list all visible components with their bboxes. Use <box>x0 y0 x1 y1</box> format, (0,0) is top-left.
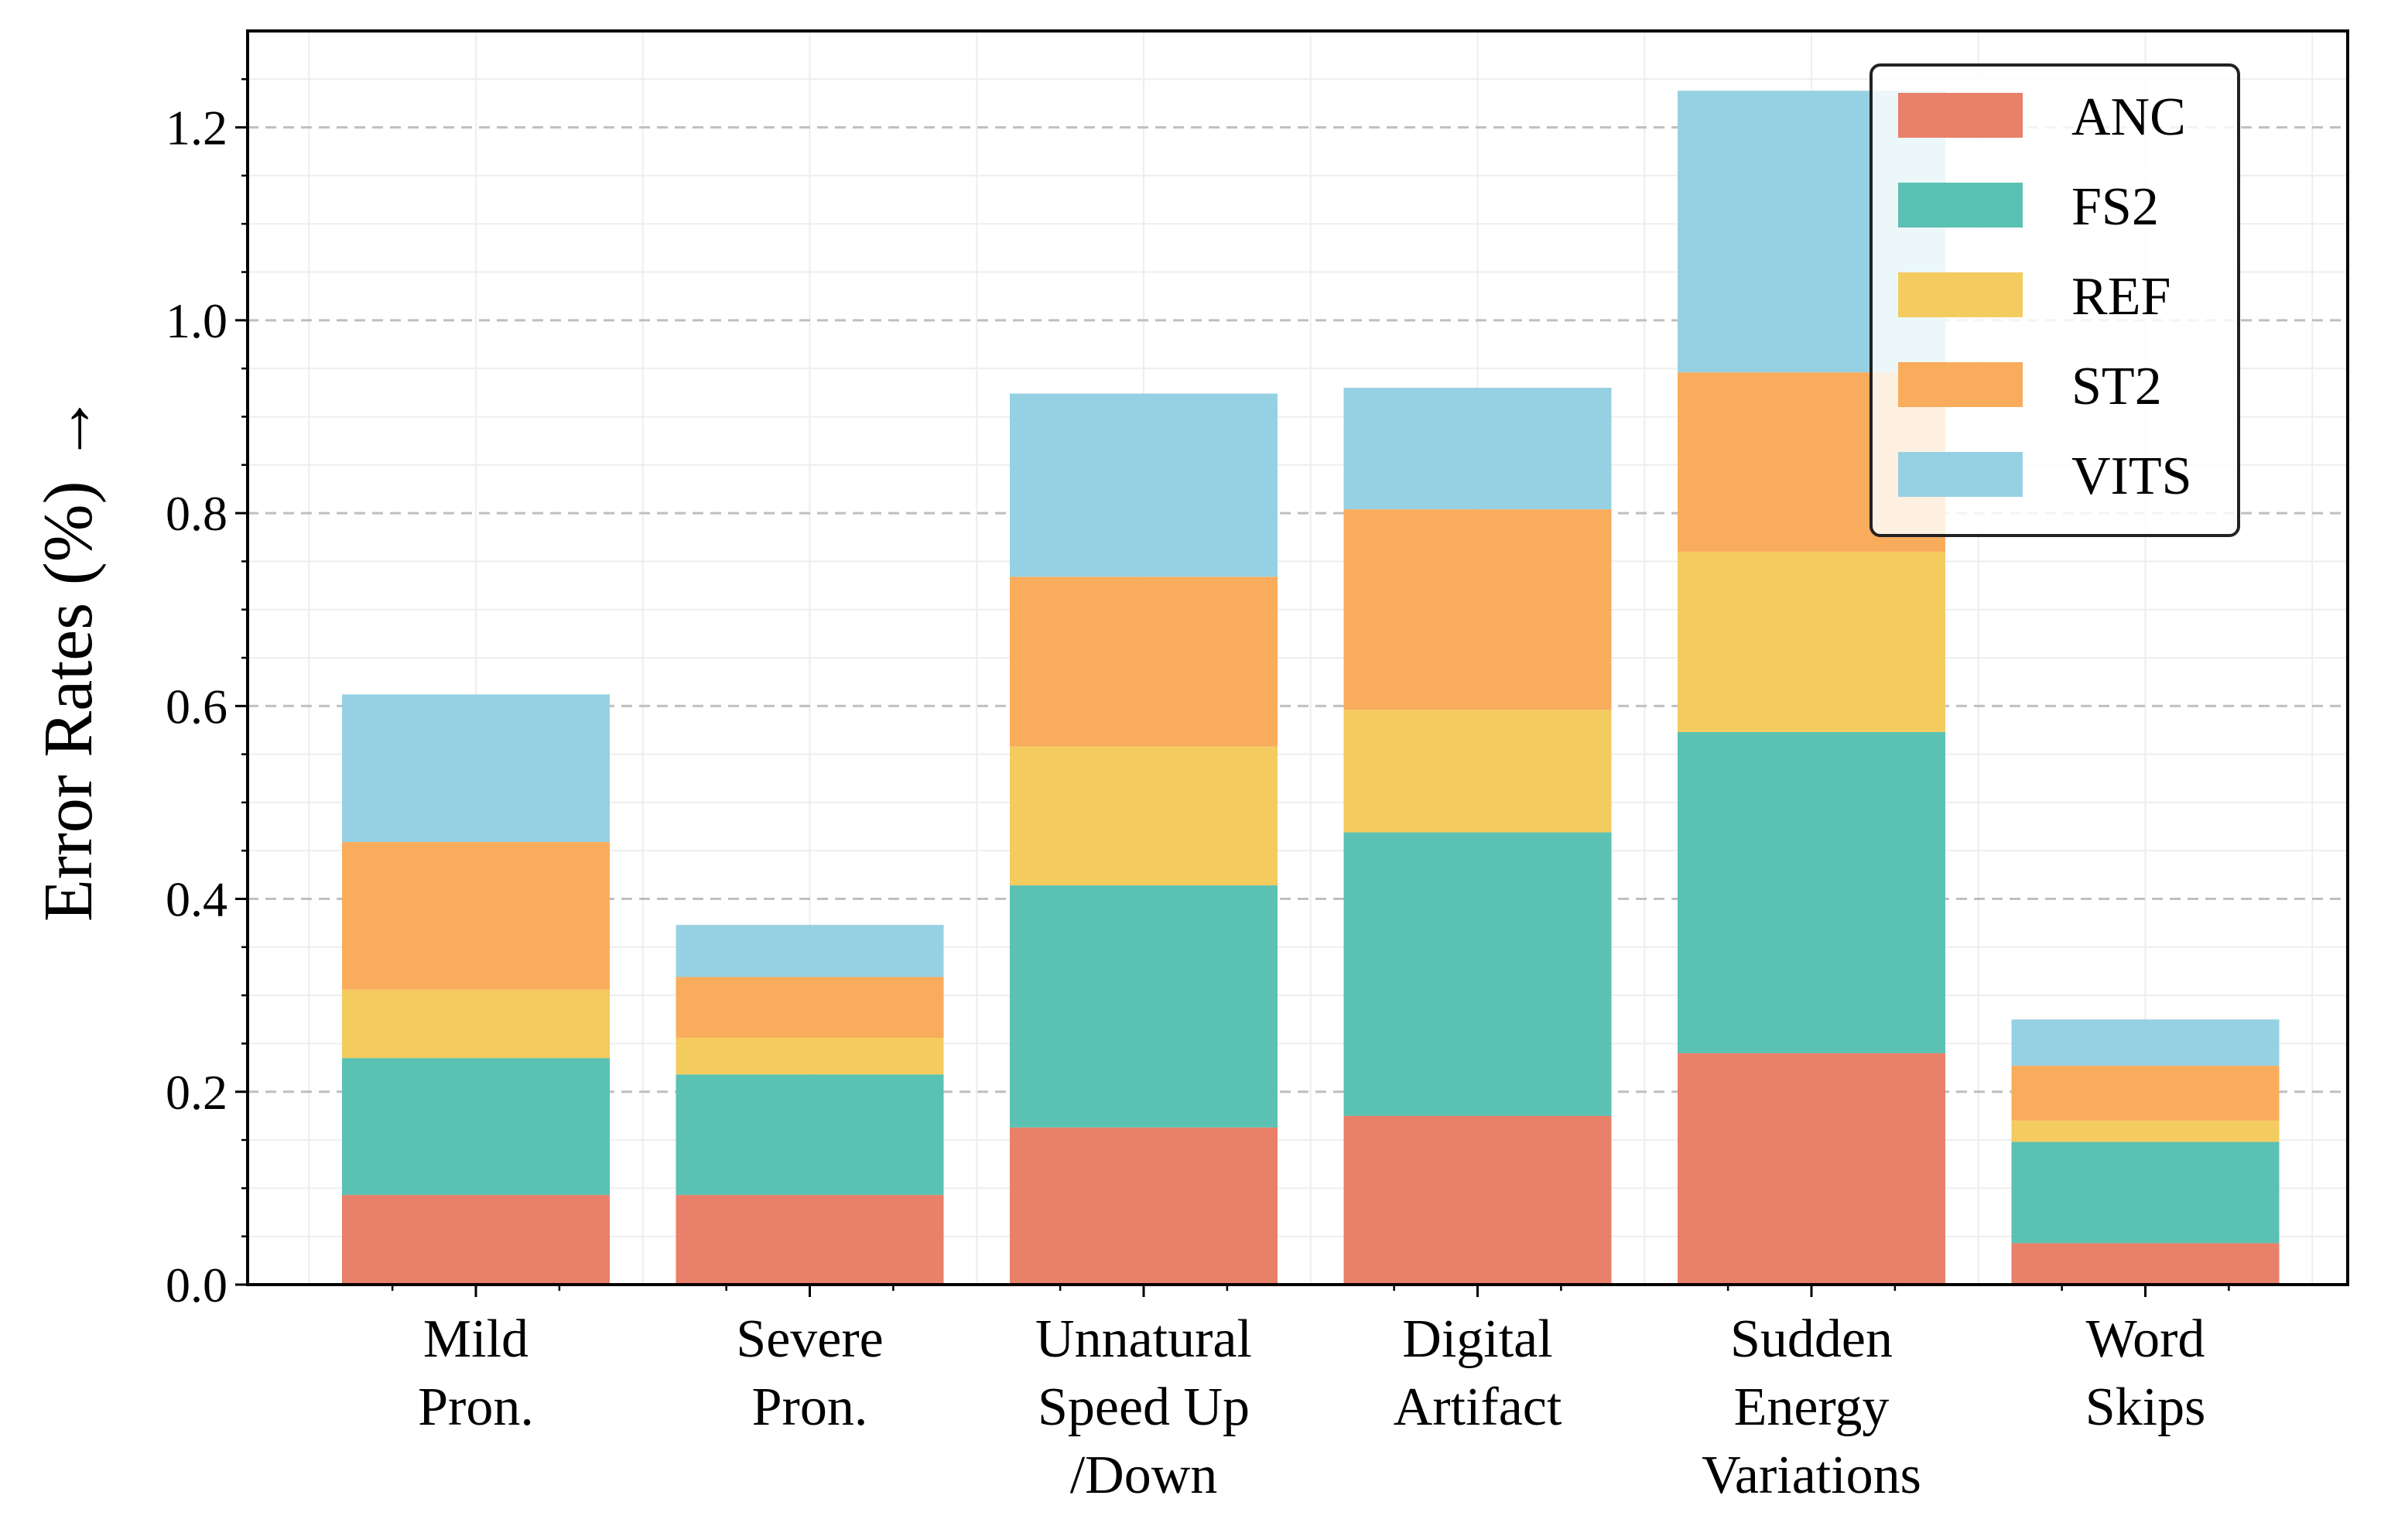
x-tick-labels: Mild Pron. Severe Pron. Unnatural Speed Up/Do… <box>418 1309 2205 1505</box>
x-tick-label-line: Digital <box>1402 1309 1552 1369</box>
x-tick-label-line: /Down <box>1070 1446 1218 1505</box>
bar-segment-fs2 <box>676 1074 944 1196</box>
bar-segment-st2 <box>676 977 944 1038</box>
bar-segment-ref <box>2011 1121 2280 1142</box>
y-axis-label: Error Rates (%) → <box>30 394 107 922</box>
bar-segment-fs2 <box>342 1058 610 1196</box>
bar-segment-vits <box>1343 388 1612 510</box>
bar-segment-vits <box>2011 1019 2280 1066</box>
bar-segment-st2 <box>1343 509 1612 710</box>
legend-swatch-anc <box>1898 93 2023 138</box>
y-tick-labels: 0.0 0.2 0.4 0.6 0.8 1.0 1.2 <box>166 101 227 1312</box>
bar-segment-fs2 <box>1678 731 1945 1053</box>
bar-segment-fs2 <box>2011 1141 2280 1244</box>
legend-swatch-ref <box>1898 272 2023 317</box>
bar-segment-fs2 <box>1343 832 1612 1116</box>
bar-segment-anc <box>1678 1052 1945 1285</box>
bar-segment-anc <box>1343 1115 1612 1285</box>
bar-segment-anc <box>676 1195 944 1285</box>
bar-segment-ref <box>1010 746 1278 886</box>
y-tick-label: 1.0 <box>166 293 227 348</box>
x-tick-label-line: Artifact <box>1394 1377 1562 1437</box>
bar-segment-anc <box>342 1195 610 1285</box>
bar-segment-anc <box>1010 1127 1278 1285</box>
x-tick-label-line: Speed Up <box>1038 1377 1250 1437</box>
bar-segment-ref <box>1678 551 1945 732</box>
bar-segment-ref <box>342 989 610 1059</box>
x-tick-label-line: Variations <box>1702 1446 1921 1505</box>
x-tick-label-line: Unnatural <box>1035 1309 1252 1369</box>
legend-label-ref: REF <box>2071 267 2171 327</box>
bars <box>342 91 2280 1285</box>
bar-segment-fs2 <box>1010 885 1278 1128</box>
x-tick-label-line: Severe <box>736 1309 883 1369</box>
x-tick-label-line: Sudden <box>1730 1309 1893 1369</box>
bar-segment-st2 <box>342 842 610 990</box>
legend-swatch-st2 <box>1898 362 2023 407</box>
x-tick-label-line: Pron. <box>752 1377 868 1437</box>
legend-swatch-vits <box>1898 452 2023 497</box>
legend: ANC FS2 REF ST2 VITS <box>1869 63 2240 537</box>
legend-label-fs2: FS2 <box>2071 177 2159 237</box>
bar-segment-ref <box>1343 710 1612 833</box>
plot-frame <box>246 29 2349 1286</box>
legend-label-st2: ST2 <box>2071 357 2162 416</box>
bar-segment-vits <box>676 925 944 977</box>
legend-label-anc: ANC <box>2071 87 2186 147</box>
y-tick-label: 1.2 <box>166 101 227 156</box>
y-tick-label: 0.6 <box>166 679 227 734</box>
legend-label-vits: VITS <box>2071 447 2192 506</box>
bar-segment-st2 <box>2011 1066 2280 1121</box>
y-tick-label: 0.8 <box>166 486 227 541</box>
bar-segment-ref <box>676 1037 944 1075</box>
x-tick-label-line: Energy <box>1734 1377 1890 1437</box>
bar-segment-vits <box>1010 393 1278 577</box>
bar-segment-anc <box>2011 1243 2280 1285</box>
y-tick-label: 0.4 <box>166 872 227 927</box>
x-tick-label-line: Word <box>2086 1309 2205 1369</box>
legend-swatch-fs2 <box>1898 183 2023 228</box>
axes <box>235 29 2349 1297</box>
bar-segment-st2 <box>1010 577 1278 747</box>
x-tick-label-line: Skips <box>2085 1377 2206 1437</box>
x-tick-label-line: Mild <box>423 1309 529 1369</box>
x-tick-label-line: Pron. <box>418 1377 534 1437</box>
bar-segment-vits <box>342 694 610 843</box>
y-tick-label: 0.0 <box>166 1258 227 1312</box>
y-tick-label: 0.2 <box>166 1065 227 1120</box>
